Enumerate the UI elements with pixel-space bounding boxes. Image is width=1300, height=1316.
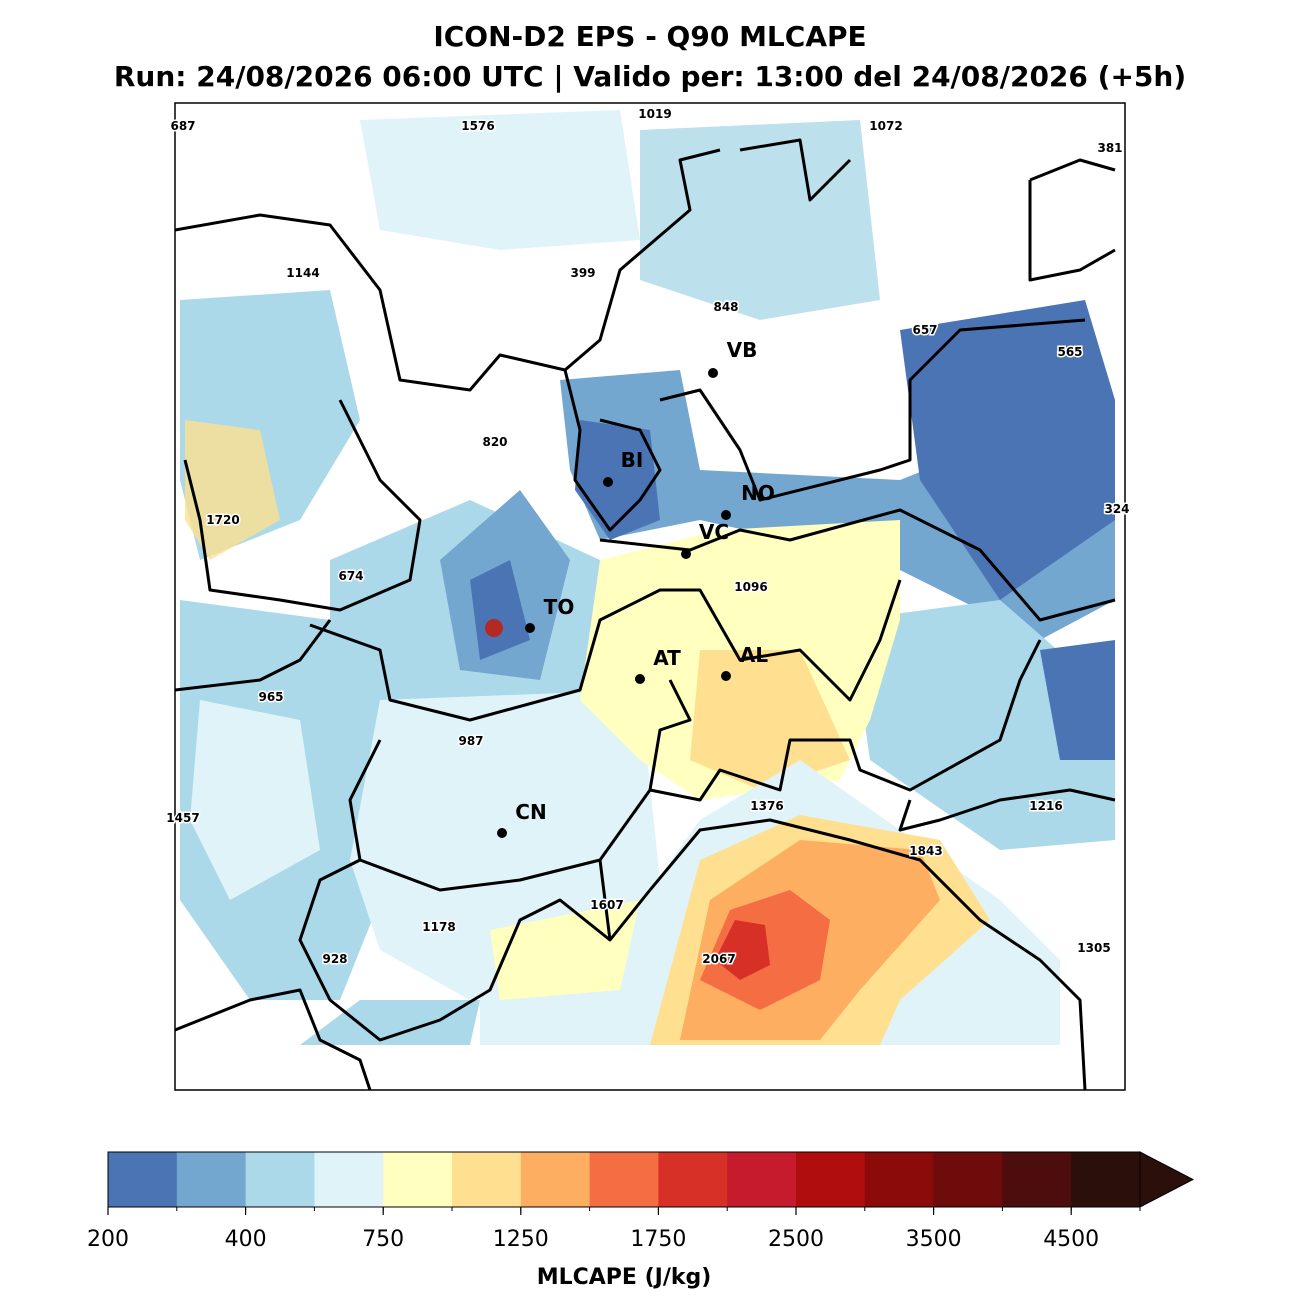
city-label: TO bbox=[544, 595, 575, 619]
colorbar-segment bbox=[1002, 1152, 1072, 1207]
colorbar-segment bbox=[933, 1152, 1003, 1207]
value-annotation: 1376 bbox=[750, 799, 783, 813]
city-label: CN bbox=[515, 800, 546, 824]
colorbar-segment bbox=[589, 1152, 659, 1207]
colorbar-tick-label: 400 bbox=[225, 1227, 267, 1252]
subtitle: Run: 24/08/2026 06:00 UTC | Valido per: … bbox=[114, 60, 1186, 93]
value-annotation: 1457 bbox=[166, 811, 199, 825]
value-annotation: 1178 bbox=[422, 920, 455, 934]
city-dot bbox=[525, 623, 535, 633]
city-dot bbox=[708, 368, 718, 378]
value-annotation: 965 bbox=[258, 690, 283, 704]
value-annotation: 1607 bbox=[590, 898, 623, 912]
value-annotation: 1843 bbox=[909, 844, 942, 858]
value-annotation: 820 bbox=[482, 435, 507, 449]
colorbar: MLCAPE (J/kg) 200 400 750 1250 1750 2500 3500 4… bbox=[87, 1151, 1195, 1290]
value-annotation: 381 bbox=[1097, 141, 1122, 155]
city-label: AT bbox=[653, 646, 681, 670]
colorbar-segment bbox=[796, 1152, 866, 1207]
colorbar-segment bbox=[108, 1152, 178, 1207]
colorbar-extend bbox=[1139, 1151, 1195, 1208]
city-label: VB bbox=[727, 338, 758, 362]
location-marker bbox=[485, 619, 503, 637]
cape-field bbox=[175, 103, 1125, 1090]
value-annotation: 1305 bbox=[1077, 941, 1110, 955]
annotations: 687 1576 1019 1072 381 1144 399 848 657 565 820 172… bbox=[165, 106, 1131, 968]
colorbar-frame bbox=[107, 1151, 1141, 1208]
title: ICON-D2 EPS - Q90 MLCAPE bbox=[433, 20, 866, 53]
value-annotation: 565 bbox=[1057, 345, 1082, 359]
map-area: 687 1576 1019 1072 381 1144 399 848 657 565 820 172… bbox=[165, 102, 1131, 1091]
value-annotation: 2067 bbox=[702, 952, 735, 966]
value-annotation: 687 bbox=[170, 119, 195, 133]
city-dot bbox=[721, 510, 731, 520]
colorbar-segment bbox=[314, 1152, 384, 1207]
city-dot bbox=[721, 671, 731, 681]
value-annotation: 1072 bbox=[869, 119, 902, 133]
colorbar-segment bbox=[864, 1152, 935, 1207]
colorbar-segment bbox=[1071, 1152, 1141, 1207]
value-annotation: 848 bbox=[713, 300, 738, 314]
colorbar-tick-label: 3500 bbox=[906, 1227, 962, 1252]
value-annotation: 1096 bbox=[734, 580, 767, 594]
colorbar-segment bbox=[452, 1152, 522, 1207]
colorbar-segment bbox=[520, 1152, 591, 1207]
city-label: NO bbox=[741, 481, 775, 505]
map-frame bbox=[174, 102, 1126, 1091]
colorbar-segment bbox=[727, 1152, 797, 1207]
value-annotation: 1216 bbox=[1029, 799, 1062, 813]
colorbar-segment bbox=[245, 1152, 315, 1207]
city-label: BI bbox=[621, 448, 644, 472]
value-annotation: 1576 bbox=[461, 119, 494, 133]
colorbar-tick-label: 1750 bbox=[630, 1227, 686, 1252]
value-annotation: 987 bbox=[458, 734, 483, 748]
value-annotation: 928 bbox=[322, 952, 347, 966]
city-dot bbox=[681, 549, 691, 559]
value-annotation: 324 bbox=[1104, 502, 1129, 516]
value-annotation: 399 bbox=[570, 266, 595, 280]
cities: VB BI NO VC TO AT AL CN bbox=[485, 338, 775, 838]
value-annotation: 1019 bbox=[638, 107, 671, 121]
colorbar-label: MLCAPE (J/kg) bbox=[537, 1265, 712, 1290]
colorbar-tick-label: 2500 bbox=[768, 1227, 824, 1252]
city-label: AL bbox=[740, 643, 768, 667]
colorbar-segment bbox=[658, 1152, 728, 1207]
colorbar-tick-label: 750 bbox=[362, 1227, 404, 1252]
value-annotation: 1144 bbox=[286, 266, 319, 280]
colorbar-tick-label: 4500 bbox=[1043, 1227, 1099, 1252]
value-annotation: 657 bbox=[912, 323, 937, 337]
colorbar-tick-label: 200 bbox=[87, 1227, 129, 1252]
colorbar-segment bbox=[176, 1152, 247, 1207]
city-dot bbox=[603, 477, 613, 487]
city-dot bbox=[635, 674, 645, 684]
value-annotation: 674 bbox=[338, 569, 363, 583]
value-annotation: 1720 bbox=[206, 513, 239, 527]
colorbar-segment bbox=[383, 1152, 453, 1207]
city-dot bbox=[497, 828, 507, 838]
city-label: VC bbox=[699, 520, 729, 544]
colorbar-tick-label: 1250 bbox=[493, 1227, 549, 1252]
